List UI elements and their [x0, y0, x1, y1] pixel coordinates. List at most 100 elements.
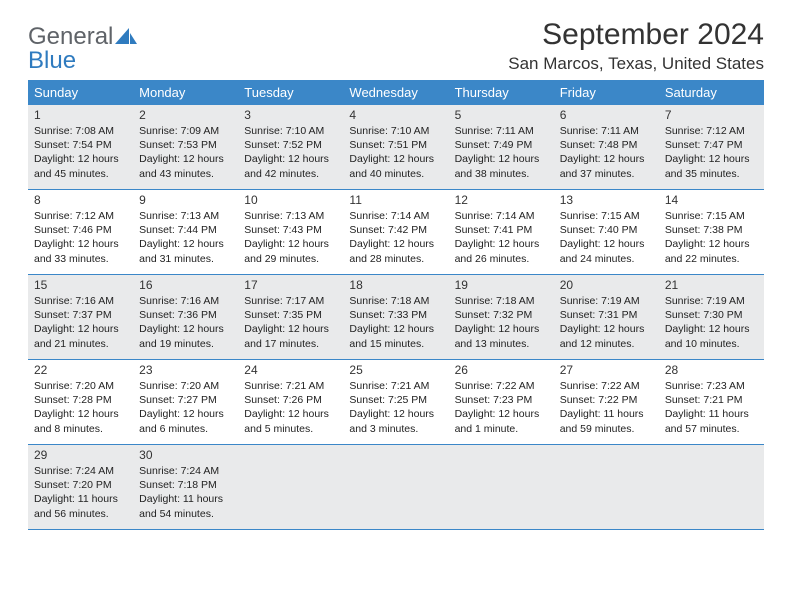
day-line: Sunset: 7:31 PM — [560, 308, 653, 322]
day-line: Daylight: 12 hours — [34, 407, 127, 421]
day-header-thursday: Thursday — [449, 80, 554, 105]
day-line: Sunset: 7:44 PM — [139, 223, 232, 237]
day-line: Sunset: 7:35 PM — [244, 308, 337, 322]
day-header-saturday: Saturday — [659, 80, 764, 105]
day-cell: 2Sunrise: 7:09 AMSunset: 7:53 PMDaylight… — [133, 105, 238, 189]
day-line: Daylight: 12 hours — [665, 322, 758, 336]
day-line: Sunrise: 7:24 AM — [34, 464, 127, 478]
day-number: 8 — [34, 193, 127, 207]
day-line: Daylight: 12 hours — [349, 237, 442, 251]
day-line: Sunset: 7:26 PM — [244, 393, 337, 407]
day-cell: 23Sunrise: 7:20 AMSunset: 7:27 PMDayligh… — [133, 360, 238, 444]
day-cell: 24Sunrise: 7:21 AMSunset: 7:26 PMDayligh… — [238, 360, 343, 444]
day-line: Sunrise: 7:16 AM — [139, 294, 232, 308]
day-cell: 26Sunrise: 7:22 AMSunset: 7:23 PMDayligh… — [449, 360, 554, 444]
day-line: and 15 minutes. — [349, 337, 442, 351]
day-line: Sunset: 7:46 PM — [34, 223, 127, 237]
week-row: 15 Sunrise: 7:16 AM Sunset: 7:37 PM Dayligh… — [28, 275, 764, 360]
day-line: and 28 minutes. — [349, 252, 442, 266]
day-line: Sunset: 7:37 PM — [34, 308, 127, 322]
day-line: Daylight: 12 hours — [455, 237, 548, 251]
day-line: Sunset: 7:22 PM — [560, 393, 653, 407]
day-line: Sunrise: 7:23 AM — [665, 379, 758, 393]
day-line: and 59 minutes. — [560, 422, 653, 436]
day-number: 10 — [244, 193, 337, 207]
day-line: Sunrise: 7:14 AM — [455, 209, 548, 223]
day-number: 14 — [665, 193, 758, 207]
day-number: 22 — [34, 363, 127, 377]
day-line: Sunset: 7:49 PM — [455, 138, 548, 152]
day-header-wednesday: Wednesday — [343, 80, 448, 105]
day-line: and 12 minutes. — [560, 337, 653, 351]
day-line: Daylight: 11 hours — [665, 407, 758, 421]
day-line: Sunset: 7:27 PM — [139, 393, 232, 407]
day-cell: 14 Sunrise: 7:15 AMSunset: 7:38 PMDayligh… — [659, 190, 764, 274]
calendar-page: General Blue September 2024 San Marcos, … — [0, 0, 792, 530]
day-line: Daylight: 12 hours — [349, 322, 442, 336]
day-line: and 29 minutes. — [244, 252, 337, 266]
day-line: Sunset: 7:47 PM — [665, 138, 758, 152]
day-cell: 10Sunrise: 7:13 AMSunset: 7:43 PMDayligh… — [238, 190, 343, 274]
day-line: Sunset: 7:18 PM — [139, 478, 232, 492]
day-line: Daylight: 12 hours — [34, 237, 127, 251]
day-line: Daylight: 12 hours — [560, 152, 653, 166]
day-line: Sunrise: 7:13 AM — [139, 209, 232, 223]
day-line: Daylight: 12 hours — [665, 237, 758, 251]
day-line: Daylight: 12 hours — [244, 322, 337, 336]
day-line: Daylight: 12 hours — [665, 152, 758, 166]
day-number: 6 — [560, 108, 653, 122]
day-line: Sunrise: 7:20 AM — [139, 379, 232, 393]
day-line: and 38 minutes. — [455, 167, 548, 181]
day-line: Daylight: 12 hours — [560, 237, 653, 251]
day-line: and 5 minutes. — [244, 422, 337, 436]
day-number: 11 — [349, 193, 442, 207]
day-cell: 6Sunrise: 7:11 AMSunset: 7:48 PMDaylight… — [554, 105, 659, 189]
day-number: 1 — [34, 108, 127, 122]
calendar: SundayMondayTuesdayWednesdayThursdayFrid… — [28, 80, 764, 530]
day-cell: 17Sunrise: 7:17 AMSunset: 7:35 PMDayligh… — [238, 275, 343, 359]
day-number: 25 — [349, 363, 442, 377]
day-cell — [659, 445, 764, 529]
day-number: 15 — [34, 278, 127, 292]
day-number: 5 — [455, 108, 548, 122]
day-number: 23 — [139, 363, 232, 377]
day-line: Sunrise: 7:19 AM — [560, 294, 653, 308]
day-number: 16 — [139, 278, 232, 292]
day-line: Daylight: 12 hours — [139, 322, 232, 336]
day-line: Daylight: 12 hours — [349, 407, 442, 421]
day-number: 9 — [139, 193, 232, 207]
day-number: 2 — [139, 108, 232, 122]
day-cell: 27Sunrise: 7:22 AMSunset: 7:22 PMDayligh… — [554, 360, 659, 444]
day-cell: 7Sunrise: 7:12 AMSunset: 7:47 PMDaylight… — [659, 105, 764, 189]
day-line: Daylight: 11 hours — [560, 407, 653, 421]
day-cell: 25Sunrise: 7:21 AMSunset: 7:25 PMDayligh… — [343, 360, 448, 444]
day-cell — [238, 445, 343, 529]
day-number: 20 — [560, 278, 653, 292]
day-cell: 8Sunrise: 7:12 AMSunset: 7:46 PMDaylight… — [28, 190, 133, 274]
day-line: Daylight: 12 hours — [244, 407, 337, 421]
day-line: Sunrise: 7:19 AM — [665, 294, 758, 308]
day-line: and 22 minutes. — [665, 252, 758, 266]
day-cell: 18Sunrise: 7:18 AMSunset: 7:33 PMDayligh… — [343, 275, 448, 359]
logo-general: General — [28, 23, 113, 50]
day-line: Sunrise: 7:24 AM — [139, 464, 232, 478]
header: General Blue September 2024 San Marcos, … — [28, 18, 764, 74]
day-line: Daylight: 12 hours — [244, 152, 337, 166]
day-header-monday: Monday — [133, 80, 238, 105]
day-number: 21 — [665, 278, 758, 292]
day-line: Sunrise: 7:21 AM — [244, 379, 337, 393]
day-cell: 3Sunrise: 7:10 AMSunset: 7:52 PMDaylight… — [238, 105, 343, 189]
day-number: 28 — [665, 363, 758, 377]
day-number: 27 — [560, 363, 653, 377]
day-line: Sunset: 7:40 PM — [560, 223, 653, 237]
day-number: 7 — [665, 108, 758, 122]
day-line: and 45 minutes. — [34, 167, 127, 181]
day-cell: 1Sunrise: 7:08 AMSunset: 7:54 PMDaylight… — [28, 105, 133, 189]
day-line: Sunset: 7:54 PM — [34, 138, 127, 152]
week-row: 1Sunrise: 7:08 AMSunset: 7:54 PMDaylight… — [28, 105, 764, 190]
day-cell: 20Sunrise: 7:19 AMSunset: 7:31 PMDayligh… — [554, 275, 659, 359]
day-cell — [449, 445, 554, 529]
day-line: Sunrise: 7:15 AM — [665, 209, 758, 223]
day-line: Sunset: 7:38 PM — [665, 223, 758, 237]
day-line: Sunrise: 7:20 AM — [34, 379, 127, 393]
